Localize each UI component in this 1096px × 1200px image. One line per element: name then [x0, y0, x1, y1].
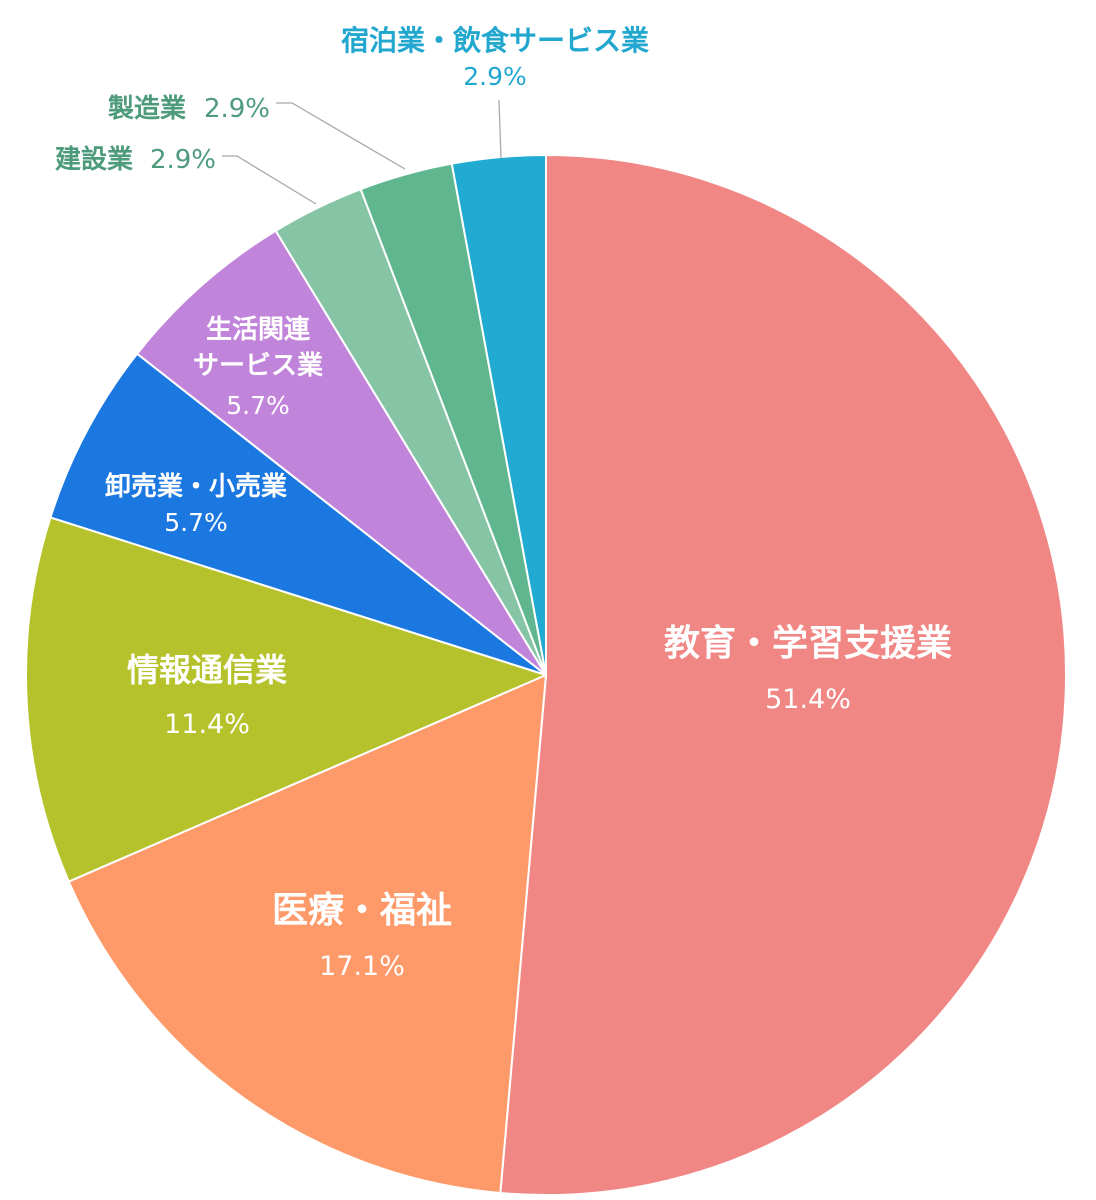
slice-label-retail: 卸売業・小売業	[105, 471, 287, 502]
slice-value-education: 51.4%	[765, 684, 851, 715]
slice-value-medical: 17.1%	[319, 951, 405, 982]
pie-slice-ict	[25, 516, 547, 883]
slice-label-living-line-2: サービス業	[193, 351, 323, 381]
slice-value-retail: 5.7%	[164, 508, 228, 537]
leader-lines	[222, 100, 502, 205]
slice-value-living: 5.7%	[226, 391, 290, 420]
pie-slice-education	[499, 154, 1067, 1196]
pie-slices	[25, 154, 1067, 1196]
leader-line-manufacturing	[276, 102, 406, 170]
leader-line-construction	[222, 155, 317, 205]
slice-labels: 教育・学習支援業 51.4% 医療・福祉 17.1% 情報通信業 11.4% 卸売業・小売業…	[55, 24, 952, 982]
slice-label-living-line-1: 生活関連	[206, 315, 311, 345]
slice-value-manufacturing: 2.9%	[204, 94, 270, 124]
slice-label-manufacturing: 製造業	[108, 94, 186, 124]
slice-value-ict: 11.4%	[164, 709, 250, 740]
slice-value-construction: 2.9%	[150, 145, 216, 175]
pie-slice-accommodation	[450, 154, 547, 676]
pie-slice-medical	[67, 674, 547, 1194]
slice-label-medical: 医療・福祉	[272, 890, 452, 931]
pie-slice-living	[136, 229, 547, 676]
slice-label-education: 教育・学習支援業	[664, 622, 952, 664]
pie-slice-retail	[49, 352, 547, 676]
slice-label-ict: 情報通信業	[127, 651, 287, 689]
slice-label-accommodation: 宿泊業・飲食サービス業	[341, 24, 649, 57]
slice-label-construction: 建設業	[55, 144, 133, 175]
leader-line-accommodation	[498, 100, 502, 159]
slice-value-accommodation: 2.9%	[463, 62, 527, 91]
